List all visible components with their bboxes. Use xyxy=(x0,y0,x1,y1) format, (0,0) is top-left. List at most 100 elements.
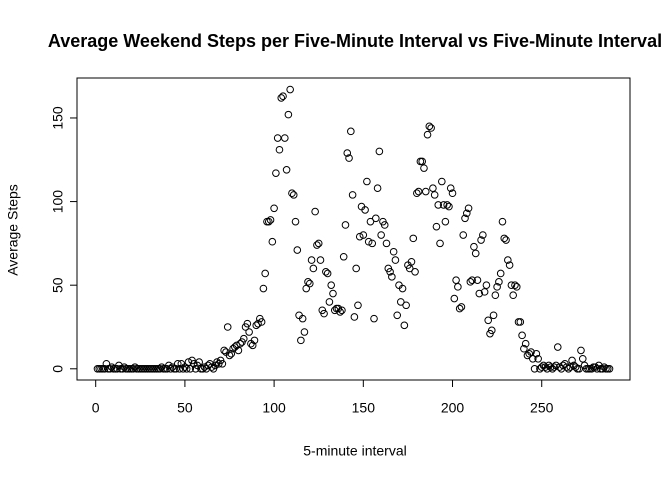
point xyxy=(168,363,177,371)
point xyxy=(200,363,209,371)
point xyxy=(270,204,278,213)
point xyxy=(266,216,275,224)
point xyxy=(239,334,248,343)
point xyxy=(343,149,352,157)
point xyxy=(225,351,234,360)
point xyxy=(254,319,262,328)
point xyxy=(218,359,227,368)
point xyxy=(521,339,530,348)
point xyxy=(484,316,492,325)
point xyxy=(420,164,428,172)
point xyxy=(448,189,457,198)
point xyxy=(516,318,525,326)
point xyxy=(555,363,564,371)
point xyxy=(534,354,542,363)
point xyxy=(120,363,129,371)
point xyxy=(550,363,559,371)
point xyxy=(157,363,166,371)
point xyxy=(455,304,464,313)
point xyxy=(386,268,394,276)
point xyxy=(552,361,560,370)
point xyxy=(291,217,300,226)
point xyxy=(297,336,305,345)
point xyxy=(382,239,391,248)
point xyxy=(336,308,344,316)
point xyxy=(347,127,355,136)
point xyxy=(373,184,382,192)
point xyxy=(131,363,139,371)
point xyxy=(605,364,614,373)
point xyxy=(250,336,259,345)
point xyxy=(268,237,277,246)
point xyxy=(286,85,294,94)
point xyxy=(482,281,491,289)
y-tick-label: 100 xyxy=(50,190,66,214)
point xyxy=(354,301,362,310)
point xyxy=(520,344,528,353)
point xyxy=(559,361,567,370)
point xyxy=(375,147,384,156)
point xyxy=(257,318,266,326)
x-tick-label: 150 xyxy=(352,400,376,416)
point xyxy=(495,278,503,286)
point xyxy=(512,283,521,291)
point xyxy=(377,231,385,239)
point xyxy=(307,256,316,264)
point xyxy=(370,314,378,323)
point xyxy=(368,239,377,248)
point xyxy=(464,204,473,213)
point xyxy=(427,124,435,132)
point xyxy=(223,323,232,331)
point xyxy=(414,187,423,196)
point xyxy=(172,364,180,373)
x-tick-label: 100 xyxy=(262,400,286,416)
chart-title: Average Weekend Steps per Five-Minute In… xyxy=(48,31,662,51)
point xyxy=(429,184,437,192)
point xyxy=(352,264,360,273)
point xyxy=(313,241,321,249)
point xyxy=(341,221,350,229)
point xyxy=(272,169,280,177)
point xyxy=(184,358,193,366)
point xyxy=(459,231,468,239)
point xyxy=(411,268,419,276)
point xyxy=(305,279,314,288)
point xyxy=(102,359,111,368)
point xyxy=(348,191,357,199)
point xyxy=(361,206,369,214)
point xyxy=(530,364,539,373)
point xyxy=(314,239,323,248)
point xyxy=(320,309,328,318)
point xyxy=(388,273,396,281)
point xyxy=(500,234,509,243)
point xyxy=(389,247,398,256)
point xyxy=(190,359,198,368)
point xyxy=(275,145,284,154)
point xyxy=(421,187,430,196)
point xyxy=(207,363,216,371)
point xyxy=(445,202,453,211)
point xyxy=(418,157,426,166)
point xyxy=(372,214,380,223)
point xyxy=(173,359,182,368)
point xyxy=(511,281,519,289)
point xyxy=(156,364,164,373)
point xyxy=(518,331,526,340)
point xyxy=(213,358,221,366)
point xyxy=(468,276,476,284)
point xyxy=(496,269,505,278)
x-tick-label: 0 xyxy=(92,400,100,416)
point xyxy=(100,364,109,373)
point xyxy=(236,339,245,348)
point xyxy=(259,284,268,293)
point xyxy=(600,363,608,371)
point xyxy=(107,363,116,371)
point xyxy=(293,246,302,254)
point xyxy=(175,364,184,373)
point xyxy=(279,92,287,101)
point xyxy=(480,288,489,296)
point xyxy=(248,341,257,350)
point xyxy=(471,249,480,258)
point xyxy=(396,298,405,306)
point xyxy=(507,281,516,289)
